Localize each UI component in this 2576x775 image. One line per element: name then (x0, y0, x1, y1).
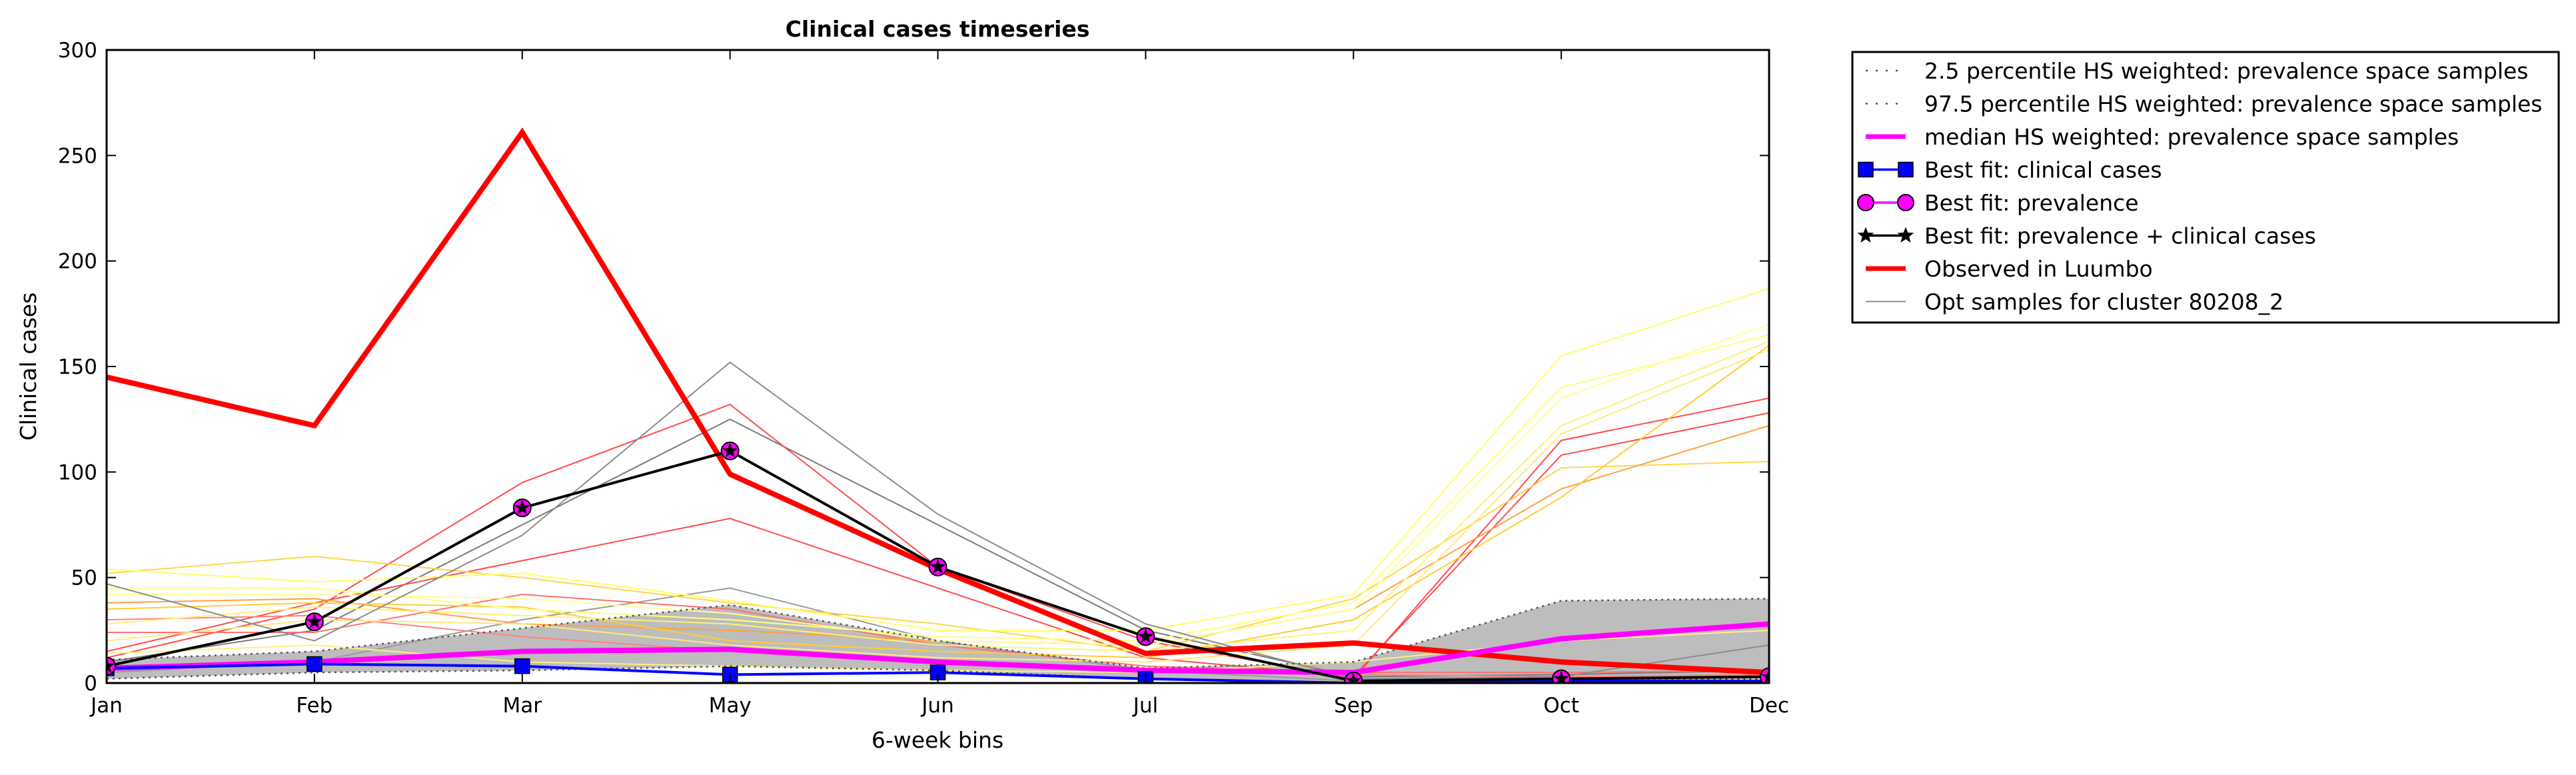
point-best-fit-combined (1761, 668, 1769, 683)
legend-label: Best fit: clinical cases (1924, 157, 2162, 183)
series-opt-samples (107, 361, 1769, 680)
legend-item: Best fit: prevalence + clinical cases (1857, 223, 2316, 249)
y-tick-label: 300 (58, 39, 97, 63)
y-axis-label: Clinical cases (15, 293, 41, 441)
legend-item: 97.5 percentile HS weighted: prevalence … (1866, 91, 2543, 117)
legend-item: Best fit: prevalence (1857, 190, 2139, 216)
legend-label: Opt samples for cluster 80208_2 (1924, 289, 2283, 315)
series-median (107, 621, 1769, 676)
legend-item: Opt samples for cluster 80208_2 (1866, 289, 2283, 315)
legend-item: Observed in Luumbo (1866, 256, 2153, 282)
point-best-fit-combined (1137, 628, 1153, 644)
sample-line-13 (107, 349, 1769, 663)
x-tick-label: Feb (296, 694, 332, 718)
y-tick-label: 150 (58, 355, 97, 379)
sample-line-10 (107, 334, 1769, 642)
series-percentile-1 (107, 598, 1769, 670)
sample-line-6 (107, 460, 1769, 652)
x-tick-label: Dec (1749, 694, 1789, 718)
series-observed (107, 127, 1769, 676)
legend-item: median HS weighted: prevalence space sam… (1866, 124, 2459, 150)
x-tick-label: May (709, 694, 752, 718)
point-best-fit-combined (107, 658, 115, 673)
legend: 2.5 percentile HS weighted: prevalence s… (1851, 51, 2560, 324)
legend-item: Best fit: clinical cases (1858, 157, 2162, 183)
x-tick-label: Mar (503, 694, 542, 718)
legend-marker (1897, 194, 1914, 211)
legend-label: median HS weighted: prevalence space sam… (1924, 124, 2459, 150)
sample-line-9 (107, 287, 1769, 631)
point-best-fit-clinical (514, 658, 530, 674)
y-tick-label: 250 (58, 144, 97, 168)
x-tick-label: Oct (1543, 694, 1579, 718)
point-best-fit-combined (307, 614, 322, 628)
sample-line-8 (107, 345, 1769, 659)
axes: Jan Feb Mar May Jun Jul Sep Oct Dec 0 50 100 150 200 2… (58, 39, 1789, 718)
x-tick-label: Jun (920, 694, 954, 718)
y-tick-label: 100 (58, 460, 97, 484)
legend-label: 97.5 percentile HS weighted: prevalence … (1924, 91, 2543, 117)
x-tick-label: Jul (1132, 694, 1158, 718)
sample-line-11 (107, 323, 1769, 646)
legend-marker (1857, 194, 1874, 211)
legend-label: Best fit: prevalence + clinical cases (1924, 223, 2316, 249)
legend-label: 2.5 percentile HS weighted: prevalence s… (1924, 58, 2529, 84)
legend-label: Observed in Luumbo (1924, 256, 2153, 282)
legend-marker (1897, 227, 1914, 243)
y-tick-label: 200 (58, 250, 97, 274)
point-best-fit-combined (930, 558, 946, 574)
x-tick-label: Jan (89, 694, 123, 718)
x-tick-label: Sep (1334, 694, 1373, 718)
plot-area (107, 127, 1769, 683)
legend-item: 2.5 percentile HS weighted: prevalence s… (1866, 58, 2529, 84)
chart-title: Clinical cases timeseries (786, 16, 1090, 42)
legend-label: Best fit: prevalence (1924, 190, 2139, 216)
legend-marker (1898, 161, 1914, 178)
sample-line-12 (107, 341, 1769, 652)
y-tick-label: 0 (84, 672, 97, 696)
legend-box (1851, 51, 2560, 324)
point-best-fit-clinical (307, 656, 322, 672)
y-tick-label: 50 (71, 566, 97, 590)
x-axis-label: 6-week bins (872, 727, 1003, 753)
point-best-fit-combined (514, 500, 530, 514)
legend-marker (1857, 227, 1874, 243)
legend-marker (1858, 161, 1874, 178)
point-best-fit-combined (722, 442, 738, 458)
